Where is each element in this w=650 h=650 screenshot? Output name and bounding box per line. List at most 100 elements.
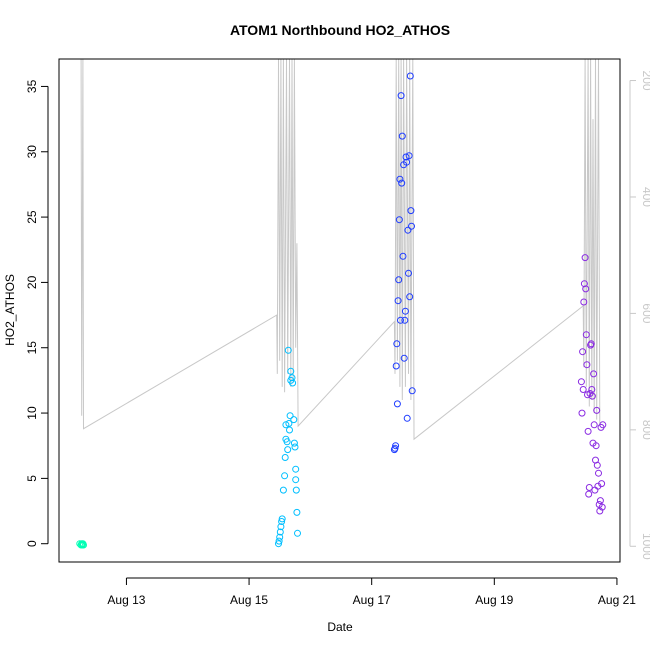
data-point bbox=[406, 72, 414, 80]
y-axis-right: 200 400 600 800 1000 bbox=[629, 71, 650, 560]
y-tick-label: 20 bbox=[25, 275, 39, 289]
data-point bbox=[288, 374, 296, 382]
data-point bbox=[286, 426, 293, 434]
data-point bbox=[582, 331, 590, 339]
x-axis-label: Date bbox=[327, 620, 353, 634]
data-point bbox=[584, 427, 592, 435]
right-tick-label: 600 bbox=[640, 303, 650, 323]
data-point bbox=[291, 443, 299, 451]
right-tick-label: 400 bbox=[640, 187, 650, 207]
data-point bbox=[598, 503, 606, 511]
y-tick-label: 0 bbox=[25, 540, 39, 547]
y-tick-label: 10 bbox=[25, 406, 39, 420]
data-point bbox=[583, 361, 591, 369]
data-point bbox=[398, 132, 406, 140]
data-point bbox=[581, 254, 589, 262]
data-point bbox=[293, 508, 301, 516]
data-point bbox=[283, 438, 291, 446]
data-point bbox=[407, 207, 415, 215]
series-3 bbox=[390, 72, 416, 454]
series-4 bbox=[577, 254, 607, 515]
x-tick-label: Aug 13 bbox=[107, 593, 145, 607]
x-tick-label: Aug 19 bbox=[475, 593, 513, 607]
data-point bbox=[289, 379, 297, 387]
data-point bbox=[578, 409, 586, 417]
data-point bbox=[281, 472, 289, 480]
data-point bbox=[278, 515, 286, 523]
data-point bbox=[406, 293, 414, 301]
points-layer bbox=[76, 72, 607, 549]
data-point bbox=[580, 298, 588, 306]
data-point bbox=[285, 420, 293, 427]
y-tick-label: 5 bbox=[25, 475, 39, 482]
y-tick-label: 30 bbox=[25, 145, 39, 159]
data-point bbox=[579, 386, 587, 393]
y-tick-label: 35 bbox=[25, 79, 39, 93]
data-point bbox=[394, 297, 402, 305]
data-point bbox=[284, 446, 292, 454]
data-point bbox=[278, 518, 286, 525]
data-point bbox=[590, 421, 598, 429]
data-point bbox=[392, 442, 400, 450]
data-point bbox=[398, 179, 406, 187]
data-point bbox=[593, 461, 601, 469]
data-point bbox=[403, 158, 411, 166]
data-point bbox=[585, 484, 593, 491]
data-point bbox=[294, 529, 301, 537]
data-point bbox=[391, 444, 399, 452]
background-line bbox=[80, 58, 601, 441]
data-point bbox=[275, 540, 282, 548]
data-point bbox=[281, 454, 289, 461]
x-tick-label: Aug 17 bbox=[353, 593, 391, 607]
data-point bbox=[290, 416, 298, 424]
data-point bbox=[287, 367, 295, 375]
data-point bbox=[80, 541, 87, 549]
data-point bbox=[408, 222, 415, 230]
data-point bbox=[405, 269, 412, 277]
data-point bbox=[292, 476, 300, 484]
data-point bbox=[392, 362, 400, 370]
data-point bbox=[588, 386, 596, 393]
data-point bbox=[395, 216, 403, 224]
data-point bbox=[284, 346, 292, 354]
series-2 bbox=[275, 346, 301, 548]
data-point bbox=[393, 400, 401, 408]
data-point bbox=[276, 533, 284, 541]
right-tick-label: 200 bbox=[640, 71, 650, 91]
data-point bbox=[401, 307, 409, 315]
data-point bbox=[290, 439, 298, 447]
background-line-layer bbox=[80, 58, 601, 441]
data-point bbox=[396, 175, 404, 183]
data-point bbox=[395, 276, 403, 284]
data-point bbox=[588, 392, 596, 400]
data-point bbox=[580, 280, 588, 288]
y-tick-label: 25 bbox=[25, 210, 39, 224]
data-point bbox=[400, 354, 408, 362]
data-point bbox=[275, 537, 283, 545]
data-point bbox=[404, 226, 412, 234]
data-point bbox=[402, 153, 410, 161]
y-axis: 0 5 10 15 20 25 30 35 bbox=[25, 79, 49, 547]
data-point bbox=[577, 378, 585, 386]
data-point bbox=[276, 528, 284, 536]
data-point bbox=[405, 152, 413, 160]
data-point bbox=[598, 480, 606, 488]
data-point bbox=[399, 252, 407, 260]
data-point bbox=[397, 316, 404, 324]
data-point bbox=[277, 523, 285, 531]
x-tick-label: Aug 15 bbox=[230, 593, 268, 607]
data-point bbox=[292, 486, 300, 494]
right-tick-label: 1000 bbox=[640, 533, 650, 560]
data-point bbox=[401, 316, 409, 324]
y-axis-label: HO2_ATHOS bbox=[3, 274, 17, 346]
data-point bbox=[593, 406, 601, 414]
data-point bbox=[582, 285, 590, 293]
data-point bbox=[599, 421, 607, 429]
x-axis: Aug 13 Aug 15 Aug 17 Aug 19 Aug 21 bbox=[107, 577, 636, 607]
data-point bbox=[397, 92, 405, 100]
data-point bbox=[596, 497, 604, 505]
data-point bbox=[279, 486, 287, 494]
data-point bbox=[595, 469, 602, 477]
chart-title: ATOM1 Northbound HO2_ATHOS bbox=[230, 22, 450, 38]
y-tick-label: 15 bbox=[25, 341, 39, 355]
